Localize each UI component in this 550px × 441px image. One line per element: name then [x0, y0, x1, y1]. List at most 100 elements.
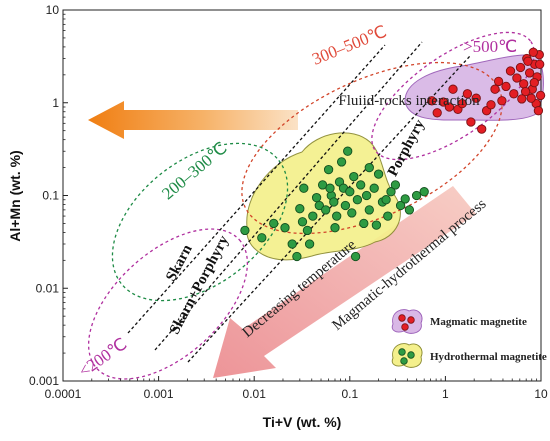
hydrothermal-point — [350, 251, 361, 262]
magmatic-point — [517, 94, 527, 104]
magmatic-point — [448, 84, 458, 94]
hydrothermal-point — [280, 223, 290, 233]
hydrothermal-point — [343, 146, 353, 156]
hydrothermal-point — [299, 183, 309, 193]
hydrothermal-point — [308, 211, 318, 221]
porphyry-label: Porphyry — [385, 117, 428, 179]
hydrothermal-point — [311, 192, 322, 203]
hydrothermal-point — [373, 169, 384, 179]
hydrothermal-point — [287, 239, 297, 249]
magmatic-point — [457, 98, 467, 109]
ellipse-200-300 — [111, 142, 289, 302]
magmatic-point — [490, 84, 500, 94]
hydrothermal-point — [381, 195, 391, 205]
magmatic-point — [529, 77, 539, 88]
skarn-porphyry-label: Skarn+Porphyry — [167, 233, 233, 338]
hydrothermal-point — [369, 183, 379, 193]
legend-hydrothermal-dot — [400, 357, 408, 365]
legend-hydrothermal-dot — [398, 348, 406, 356]
hydrothermal-point — [419, 187, 429, 197]
hydrothermal-point — [240, 225, 250, 236]
hydrothermal-point — [359, 218, 369, 229]
hydrothermal-point — [349, 171, 359, 182]
hydrothermal-point — [352, 195, 363, 205]
boundary-line-1 — [127, 44, 386, 334]
magmatic-point — [512, 73, 522, 83]
hydrothermal-point — [361, 190, 372, 201]
magmatic-point — [526, 93, 536, 103]
magmatic-point — [471, 93, 481, 103]
y-tick-label: 0.001 — [29, 374, 59, 388]
magmatic-point — [497, 96, 507, 106]
y-tick-label: 0.1 — [42, 189, 59, 203]
x-tick-label: 1 — [442, 387, 449, 401]
hydrothermal-point — [329, 197, 339, 207]
magmatic-point — [432, 108, 442, 118]
data-points — [240, 47, 546, 262]
magmatic-point — [505, 66, 516, 76]
magmatic-point — [427, 96, 437, 106]
temp-300-500-label: 300–500℃ — [309, 22, 389, 69]
hydrothermal-point — [304, 239, 315, 249]
magmatic-point — [509, 89, 519, 99]
legend-item-magmatic: Magmatic magnetite — [391, 309, 527, 334]
magmatic-point — [515, 62, 526, 73]
magmatic-point — [523, 56, 533, 66]
y-tick-label: 1 — [52, 96, 59, 110]
hydrothermal-point — [321, 205, 331, 215]
y-tick-label: 10 — [46, 3, 60, 17]
hydrothermal-point — [390, 180, 401, 190]
legend-hydrothermal-label: Hydrothermal magnetite — [430, 351, 547, 363]
fluid-rocks-label: Fluiid-rocks interaction — [338, 93, 480, 109]
magmatic-process-arrow — [213, 186, 476, 378]
ellipse-lt-200 — [87, 228, 249, 380]
hydrothermal-point — [295, 204, 305, 214]
legend-item-hydrothermal: Hydrothermal magnetite — [391, 343, 547, 368]
magmatic-point — [486, 100, 496, 110]
hydrothermal-point — [386, 187, 396, 197]
x-tick-label: 10 — [534, 387, 548, 401]
legend-hydrothermal-dot — [407, 351, 415, 359]
hydrothermal-point — [323, 164, 334, 175]
hydrothermal-point — [345, 187, 355, 197]
magmatic-point — [438, 97, 448, 107]
y-tick-label: 0.01 — [36, 281, 60, 295]
magmatic-point — [535, 59, 545, 69]
magmatic-point — [477, 124, 487, 134]
hydrothermal-point — [330, 223, 340, 233]
ellipse-gt-500 — [371, 31, 535, 161]
hydrothermal-point — [395, 200, 406, 211]
legend-magmatic-label: Magmatic magnetite — [430, 316, 527, 328]
hydrothermal-point — [404, 205, 415, 215]
x-tick-label: 0.1 — [341, 387, 358, 401]
fluid-arrow — [88, 101, 298, 139]
x-axis-ticks: 0.0001 0.001 0.01 0.1 1 10 — [45, 376, 548, 401]
magmatic-point — [466, 117, 476, 127]
hydrothermal-point — [383, 211, 393, 221]
x-tick-label: 0.001 — [144, 387, 174, 401]
hydrothermal-field — [246, 132, 401, 261]
legend-magmatic-dot — [401, 323, 409, 331]
hydrothermal-point — [400, 194, 410, 204]
y-axis-ticks: 0.001 0.01 0.1 1 10 — [29, 3, 68, 388]
temp-200-300-label: 200–300℃ — [158, 138, 230, 203]
hydrothermal-point — [332, 211, 342, 221]
magmatic-point — [501, 81, 511, 92]
x-tick-label: 0.01 — [243, 387, 267, 401]
hydrothermal-point — [411, 190, 422, 201]
hydrothermal-point — [325, 183, 335, 193]
y-axis-label: Al+Mn (wt. %) — [7, 150, 23, 241]
hydrothermal-point — [364, 162, 374, 173]
hydrothermal-point — [347, 208, 357, 218]
magmatic-point — [444, 102, 455, 112]
hydrothermal-point — [314, 200, 324, 211]
boundary-line-2 — [154, 41, 423, 351]
temp-gt-500-label: >500℃ — [463, 37, 517, 56]
magmatic-point — [462, 89, 473, 99]
hydrothermal-point — [302, 225, 313, 236]
hydrothermal-point — [292, 251, 302, 262]
magmatic-point — [528, 47, 538, 57]
magmatic-point — [519, 79, 529, 89]
magmatic-point — [493, 76, 504, 87]
